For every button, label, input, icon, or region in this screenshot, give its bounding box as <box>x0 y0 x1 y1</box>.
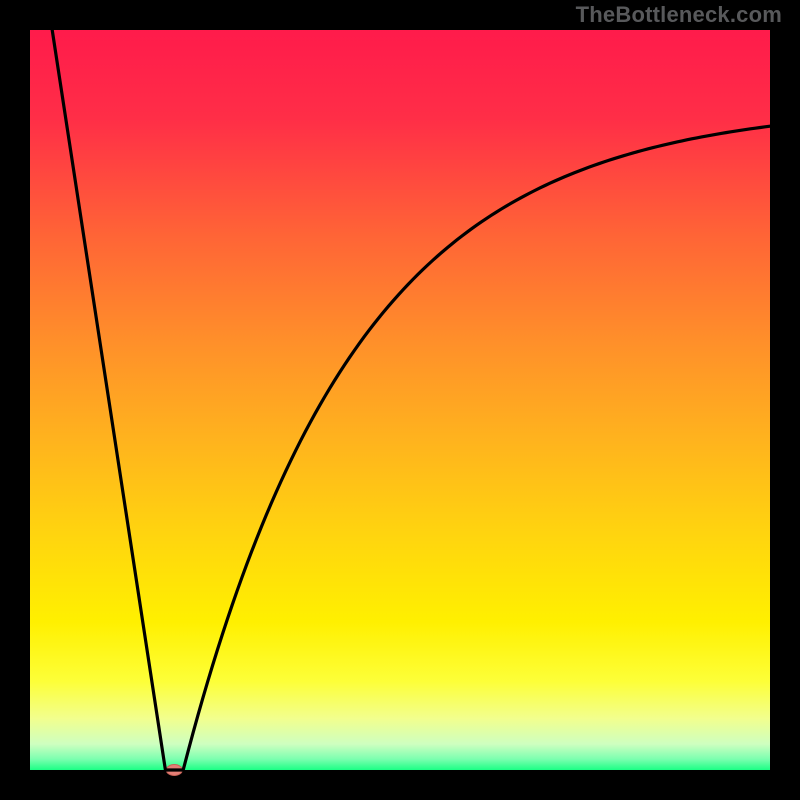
chart-canvas: TheBottleneck.com <box>0 0 800 800</box>
watermark-text: TheBottleneck.com <box>576 2 782 28</box>
plot-background <box>30 30 770 770</box>
bottleneck-chart-svg <box>0 0 800 800</box>
